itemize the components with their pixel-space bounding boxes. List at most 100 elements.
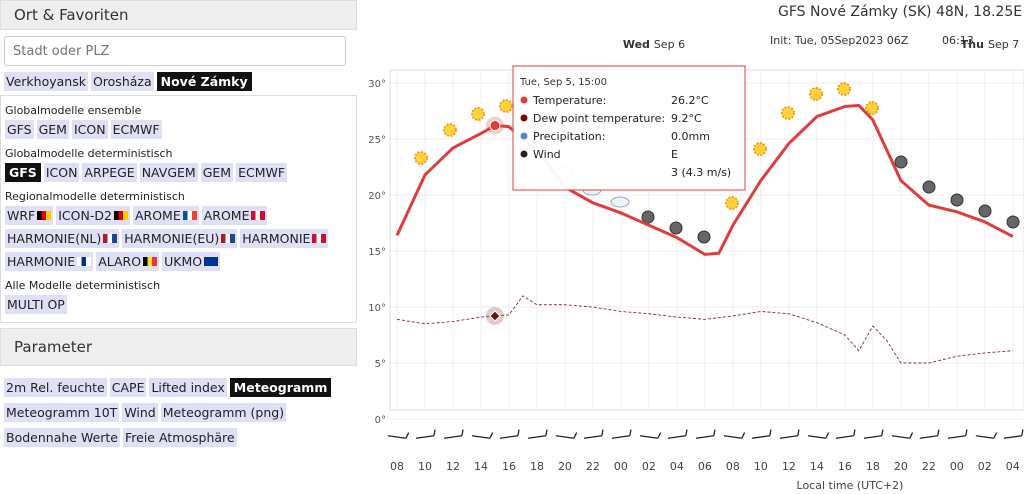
model-button[interactable]: ARPEGE xyxy=(82,163,137,182)
button-text: UKMO xyxy=(164,254,203,269)
model-button[interactable]: HARMONIE xyxy=(5,252,94,271)
model-button[interactable]: ALARO xyxy=(96,252,160,271)
model-button[interactable]: HARMONIE xyxy=(240,229,329,248)
x-tick-label: 12 xyxy=(782,460,796,473)
parameter-panel: 2m Rel. feuchte CAPE Lifted index Meteogram… xyxy=(0,370,357,457)
parameter-button[interactable]: Meteogramm 10T xyxy=(4,403,120,422)
y-tick-label: 10° xyxy=(368,303,386,314)
moon-icon xyxy=(922,180,936,194)
button-text: HARMONIE xyxy=(242,231,311,246)
model-button[interactable]: WRF xyxy=(5,206,54,225)
tooltip-box xyxy=(512,65,746,191)
favorites: Verkhoyansk Orosháza Nové Zámky xyxy=(0,72,357,91)
wind-barb xyxy=(555,432,578,439)
model-button[interactable]: GEM xyxy=(200,163,234,182)
wind-barb xyxy=(863,429,884,439)
parameter-button[interactable]: CAPE xyxy=(109,378,147,397)
parameter-button[interactable]: 2m Rel. feuchte xyxy=(4,378,107,397)
button-text: ARPEGE xyxy=(84,165,135,180)
model-button[interactable]: ICON xyxy=(43,163,80,182)
barb-shaft xyxy=(667,435,686,439)
day-label: Wed Sep 6 xyxy=(623,38,685,51)
tooltip-value: 26.2°C xyxy=(671,94,709,107)
barb-shaft xyxy=(919,435,938,439)
wind-barb xyxy=(639,432,662,439)
hover-point xyxy=(489,310,501,322)
parameter-button[interactable]: Bodennahe Werte xyxy=(4,428,120,447)
button-text: HARMONIE(EU) xyxy=(124,231,220,246)
group-label: Globalmodelle ensemble xyxy=(5,104,142,117)
barb-shaft xyxy=(583,435,602,439)
model-button[interactable]: HARMONIE(NL) xyxy=(5,229,120,248)
model-button[interactable]: NAVGEM xyxy=(139,163,198,182)
parameter-button[interactable]: Meteogramm (png) xyxy=(160,403,287,422)
moon-icon xyxy=(641,210,655,224)
x-tick-label: 08 xyxy=(390,460,404,473)
button-text: ICON xyxy=(45,165,78,180)
wind-barb xyxy=(583,429,604,439)
wind-barb xyxy=(387,432,410,439)
button-row: MULTI OP xyxy=(5,295,352,314)
search-input[interactable] xyxy=(4,36,346,66)
chart-subtitle: Init: Tue, 05Sep2023 06Z xyxy=(770,34,909,47)
x-tick-label: 04 xyxy=(1006,460,1020,473)
barb-shaft xyxy=(471,435,490,439)
model-button[interactable]: AROME xyxy=(201,206,268,225)
cloud-icon xyxy=(610,196,630,208)
barb-tick xyxy=(489,432,494,439)
model-button[interactable]: HARMONIE(EU) xyxy=(122,229,238,248)
barb-shaft xyxy=(835,435,854,439)
tooltip-label: Dew point temperature: xyxy=(533,112,665,125)
barb-tick xyxy=(405,432,410,439)
barb-shaft xyxy=(723,435,742,439)
model-button[interactable]: ECMWF xyxy=(110,120,162,139)
model-button[interactable]: UKMO xyxy=(162,252,221,271)
model-button[interactable]: ECMWF xyxy=(236,163,288,182)
favorite-button[interactable]: Verkhoyansk xyxy=(4,72,88,91)
flag-icon xyxy=(113,211,128,220)
barb-tick xyxy=(461,429,464,436)
x-tick-label: 10 xyxy=(418,460,432,473)
model-button[interactable]: AROME xyxy=(132,206,199,225)
parameter-button[interactable]: Lifted index xyxy=(149,378,227,397)
barb-tick xyxy=(965,429,968,436)
button-row: GFS GEM ICON ECMWF xyxy=(5,120,352,139)
model-button[interactable]: GEM xyxy=(36,120,69,139)
model-button[interactable]: GFS xyxy=(5,163,41,182)
model-button[interactable]: MULTI OP xyxy=(5,295,67,314)
model-button[interactable]: GFS xyxy=(5,120,34,139)
wind-barb xyxy=(975,432,998,439)
wind-barb xyxy=(527,429,548,439)
barb-tick xyxy=(825,432,830,439)
button-text: WRF xyxy=(7,208,36,223)
wind-barb xyxy=(891,432,914,439)
barb-tick xyxy=(517,429,520,436)
parameter-button[interactable]: Wind xyxy=(122,403,158,422)
flag-icon xyxy=(221,234,236,243)
wind-barb xyxy=(611,429,632,439)
moon-icon xyxy=(697,230,711,244)
button-row: HARMONIE ALARO UKMO xyxy=(5,252,352,271)
wind-barb xyxy=(667,429,688,439)
parameter-button[interactable]: Freie Atmosphäre xyxy=(123,428,237,447)
favorite-button[interactable]: Orosháza xyxy=(90,72,154,91)
x-axis-label: Local time (UTC+2) xyxy=(797,479,904,492)
model-button[interactable]: ICON-D2 xyxy=(56,206,130,225)
barb-shaft xyxy=(387,435,407,439)
button-row: Meteogramm 10T Wind Meteogramm (png) xyxy=(4,403,353,422)
group-label: Regionalmodelle deterministisch xyxy=(5,190,185,203)
x-tick-label: 14 xyxy=(474,460,488,473)
model-button[interactable]: ICON xyxy=(71,120,108,139)
barb-shaft xyxy=(751,435,770,439)
sun-icon xyxy=(781,106,795,120)
flag-icon xyxy=(182,211,197,220)
tooltip-time: Tue, Sep 5, 15:00 xyxy=(519,77,607,88)
day-date: Sep 7 xyxy=(988,38,1019,51)
barb-tick xyxy=(769,429,772,436)
button-text: ECMWF xyxy=(112,122,160,137)
favorite-button[interactable]: Nové Zámky xyxy=(156,72,252,91)
tooltip-value: 9.2°C xyxy=(671,112,702,125)
parameter-button[interactable]: Meteogramm xyxy=(229,378,332,397)
y-tick-label: 20° xyxy=(368,191,386,202)
